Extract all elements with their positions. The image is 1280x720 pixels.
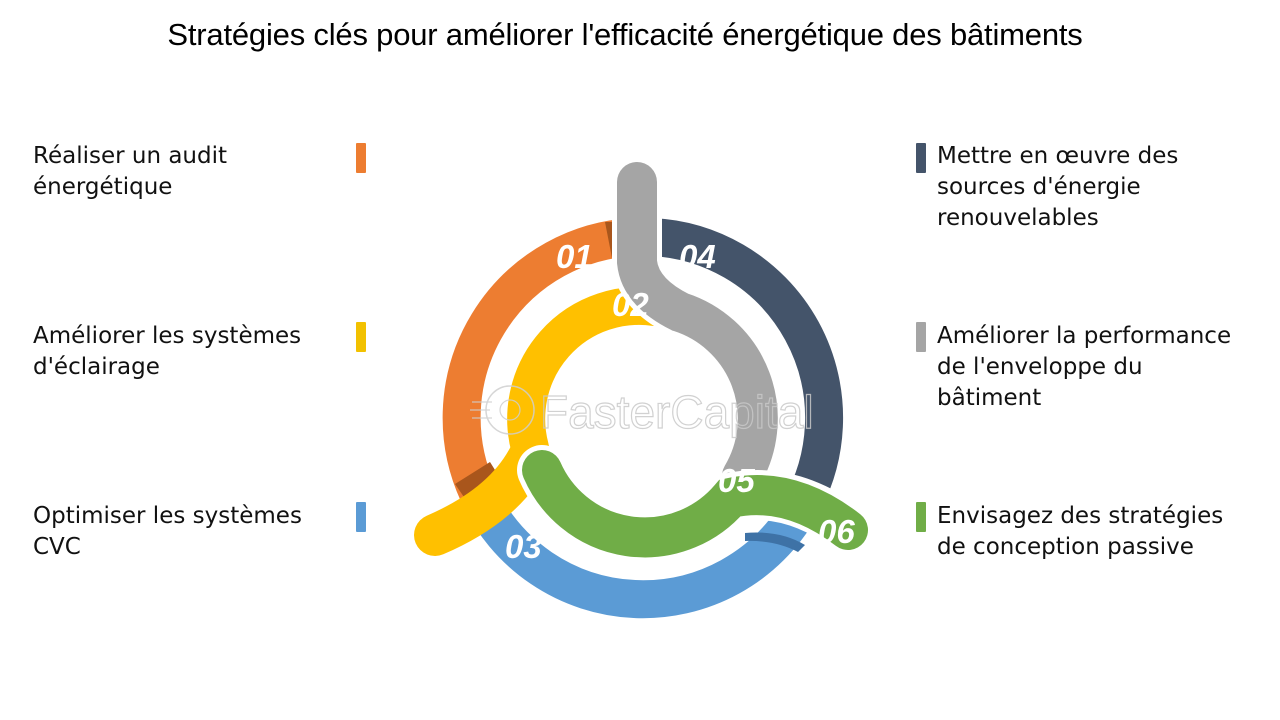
strategy-label-04: Mettre en œuvre des sources d'énergie re… [937, 143, 1179, 231]
color-marker-05 [916, 322, 926, 352]
strategy-item-06: Envisagez des stratégies de conception p… [937, 501, 1267, 563]
color-marker-03 [356, 502, 366, 532]
color-marker-06 [916, 502, 926, 532]
page-title: Stratégies clés pour améliorer l'efficac… [167, 17, 1083, 52]
number-05: 05 [718, 462, 755, 499]
segment-01-orange [442, 218, 636, 501]
strategy-item-01: Réaliser un audit énergétique [33, 141, 343, 203]
strategy-label-01: Réaliser un audit énergétique [33, 143, 228, 200]
inner-ring [414, 155, 875, 563]
watermark: FasterCapital [470, 385, 814, 439]
number-03: 03 [505, 528, 542, 565]
segment-04-navy [650, 218, 844, 518]
strategy-label-03: Optimiser les systèmes CVC [33, 503, 302, 560]
strategy-label-05: Améliorer la performance de l'enveloppe … [937, 323, 1232, 411]
outer-ring [442, 218, 844, 619]
strategy-label-02: Améliorer les systèmes d'éclairage [33, 323, 302, 380]
segment-02-yellow [507, 286, 674, 467]
number-06: 06 [818, 513, 855, 550]
strategy-item-03: Optimiser les systèmes CVC [33, 501, 343, 563]
blue-shade [745, 532, 805, 552]
watermark-text: FasterCapital [540, 386, 814, 438]
number-02: 02 [612, 286, 649, 323]
color-marker-02 [356, 322, 366, 352]
number-04: 04 [679, 238, 716, 275]
color-marker-04 [916, 143, 926, 173]
color-marker-01 [356, 143, 366, 173]
strategy-item-04: Mettre en œuvre des sources d'énergie re… [937, 141, 1267, 234]
strategy-item-02: Améliorer les systèmes d'éclairage [33, 321, 343, 383]
segment-03-blue [460, 484, 817, 619]
orange-shade-lower [455, 462, 500, 500]
segment-06-green [522, 450, 868, 558]
strategy-item-05: Améliorer la performance de l'enveloppe … [937, 321, 1267, 414]
segment-05-gray [617, 162, 778, 496]
number-01: 01 [556, 238, 593, 275]
strategy-label-06: Envisagez des stratégies de conception p… [937, 503, 1224, 560]
